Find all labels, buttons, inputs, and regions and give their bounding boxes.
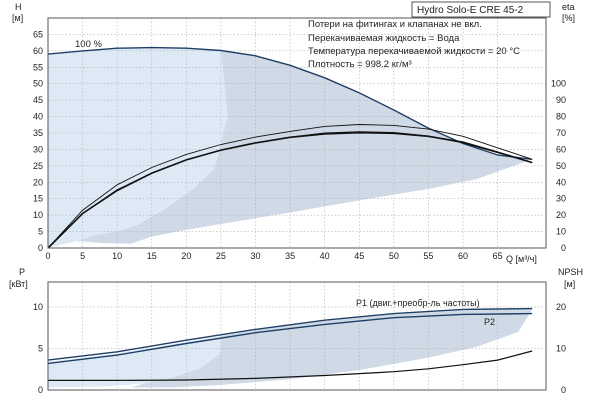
y-left-tick-label: 0 — [38, 385, 43, 395]
top-plot: 0 5 10 15 20 25 30 35 40 45 50 55 60 65 0 5 10 15 20 25 30 35… — [33, 17, 566, 261]
x-tick-label: 25 — [216, 251, 226, 261]
top-curves — [47, 46, 533, 249]
chart-title: Hydro Solo-E CRE 45-2 — [417, 5, 524, 16]
y-left-tick-label: 10 — [33, 302, 43, 312]
x-axis-label: Q [м³/ч] — [506, 254, 537, 264]
y-right-tick-label: 50 — [556, 161, 566, 171]
y-left-tick-label: 40 — [33, 112, 43, 122]
y-right-tick-label: 80 — [556, 112, 566, 122]
bottom-right-axis-title: NPSH — [558, 267, 583, 277]
bottom-left-axis-title: P — [19, 267, 25, 277]
head-duty-curve — [47, 131, 533, 249]
bottom-left-axis-unit: [кВт] — [9, 279, 28, 289]
p1-series-label: P1 (двиг.+преобр-ль частоты) — [356, 298, 480, 308]
y-left-tick-label: 20 — [33, 177, 43, 187]
y-right-tick-label: 70 — [556, 128, 566, 138]
x-tick-label: 20 — [181, 251, 191, 261]
x-tick-label: 55 — [423, 251, 433, 261]
y-left-tick-label: 60 — [33, 46, 43, 56]
x-tick-label: 0 — [45, 251, 50, 261]
bottom-right-axis-unit: [м] — [564, 279, 575, 289]
eta-upper-curve — [47, 124, 533, 249]
y-right-tick-label: 60 — [556, 144, 566, 154]
top-right-axis-unit: [%] — [562, 13, 575, 23]
y-right-tick-label: 30 — [556, 194, 566, 204]
x-tick-label: 5 — [80, 251, 85, 261]
p2-curve — [47, 312, 533, 365]
y-left-tick-label: 65 — [33, 29, 43, 39]
y-left-tick-label: 0 — [38, 243, 43, 253]
y-left-tick-label: 5 — [38, 227, 43, 237]
note-line-1: Потери на фитингах и клапанах не вкл. — [308, 19, 482, 30]
top-right-axis-title: eta — [562, 2, 575, 12]
operating-area-mid — [61, 50, 533, 244]
y-left-tick-label: 10 — [33, 210, 43, 220]
x-tick-label: 60 — [458, 251, 468, 261]
y-right-tick-label: 20 — [556, 302, 566, 312]
y-left-tick-label: 5 — [38, 343, 43, 353]
x-tick-label: 50 — [389, 251, 399, 261]
top-regions — [48, 48, 533, 248]
top-left-axis-title: H — [15, 2, 22, 12]
x-tick-label: 15 — [147, 251, 157, 261]
x-tick-label: 45 — [354, 251, 364, 261]
title-box — [411, 1, 551, 18]
y-left-tick-label: 55 — [33, 62, 43, 72]
bottom-curves — [47, 307, 533, 381]
y-right-tick-label: 20 — [556, 210, 566, 220]
note-line-2: Перекачиваемая жидкость = Вода — [308, 33, 460, 44]
y-right-tick-label: 90 — [556, 95, 566, 105]
top-plot-frame — [47, 17, 547, 249]
y-right-tick-label: 10 — [556, 343, 566, 353]
x-tick-label: 35 — [285, 251, 295, 261]
y-right-tick-label: 40 — [556, 177, 566, 187]
y-left-tick-label: 30 — [33, 144, 43, 154]
x-tick-label: 30 — [250, 251, 260, 261]
note-line-4: Плотность = 998.2 кг/м³ — [308, 59, 412, 70]
y-right-tick-label: 100 — [551, 79, 566, 89]
x-tick-label: 65 — [493, 251, 503, 261]
y-right-tick-label: 10 — [556, 227, 566, 237]
x-tick-label: 10 — [112, 251, 122, 261]
operating-area-light — [48, 48, 228, 248]
p1-curve — [47, 307, 533, 361]
bottom-tick-labels: 0 5 10 0 10 20 — [33, 302, 566, 395]
npsh-curve — [48, 350, 533, 381]
x-tick-label: 40 — [320, 251, 330, 261]
head-max-curve — [47, 46, 533, 160]
annotation-100: 100 % — [75, 39, 102, 50]
y-left-tick-label: 50 — [33, 79, 43, 89]
y-left-tick-label: 45 — [33, 95, 43, 105]
power-area-light — [48, 336, 221, 388]
top-tick-labels: 0 5 10 15 20 25 30 35 40 45 50 55 60 65 0 5 10 15 20 25 30 35… — [33, 29, 566, 261]
y-right-tick-label: 0 — [561, 243, 566, 253]
note-line-3: Температура перекачиваемой жидкости = 20… — [308, 46, 520, 57]
y-left-tick-label: 15 — [33, 194, 43, 204]
bottom-plot-frame — [47, 281, 547, 391]
y-right-tick-label: 0 — [561, 385, 566, 395]
top-left-axis-unit: [м] — [12, 13, 23, 23]
y-left-tick-label: 35 — [33, 128, 43, 138]
bottom-plot: 0 5 10 0 10 20 — [33, 281, 566, 395]
p2-series-label: P2 — [484, 317, 495, 327]
y-left-tick-label: 25 — [33, 161, 43, 171]
